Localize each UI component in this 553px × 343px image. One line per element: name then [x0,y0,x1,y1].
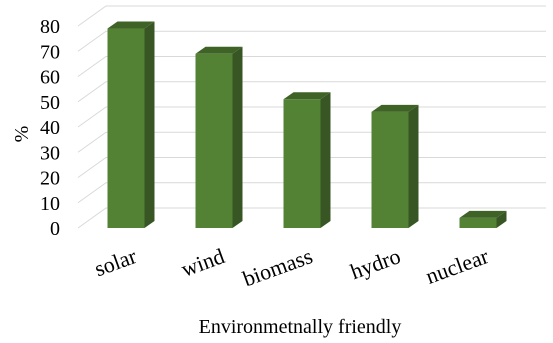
y-tick-label: 20 [40,168,60,190]
gridline [77,56,546,77]
bars [107,21,507,229]
y-axis-title: % [11,126,33,143]
x-category-label: nuclear [422,243,492,289]
bar-solar [107,21,155,229]
bar-top-face [371,104,419,112]
bar-nuclear [459,210,507,228]
bar-side-face [408,104,419,228]
bar-front-face [459,217,497,228]
bar-side-face [496,210,507,228]
y-tick-label: 70 [40,41,60,63]
bar-biomass [283,92,331,228]
x-axis-title: Environmetnally friendly [199,316,402,338]
x-category-label: wind [178,243,228,282]
y-tick-label: 80 [40,16,60,38]
bar-side-face [232,46,243,229]
bar-side-face [144,21,155,229]
y-tick-label: 50 [40,92,60,114]
y-tick-label: 40 [40,117,60,139]
bar-wind [195,46,243,229]
x-category-label: biomass [239,243,315,291]
bar-top-face [107,21,155,29]
x-category-label: solar [91,243,140,281]
y-tick-label: 10 [40,193,60,215]
gridline [77,81,546,103]
x-category-label: hydro [347,243,404,284]
y-tick-label: 60 [40,67,60,89]
bar-top-face [195,46,243,54]
bar-front-face [371,111,409,228]
gridline [77,30,546,52]
bar-front-face [283,99,321,228]
gridline [77,5,546,27]
bar-side-face [320,92,331,228]
bar-hydro [371,104,419,228]
bar-front-face [107,28,145,229]
gridlines [77,5,546,229]
bar-top-face [283,92,331,100]
y-tick-label: 0 [50,218,60,240]
bar-front-face [195,53,233,229]
bar-top-face [459,210,507,218]
y-axis-ticks: 0 10 20 30 40 50 60 70 80 [40,16,60,240]
y-tick-label: 30 [40,142,60,164]
x-axis-categories: solar wind biomass hydro nuclear [91,243,492,291]
